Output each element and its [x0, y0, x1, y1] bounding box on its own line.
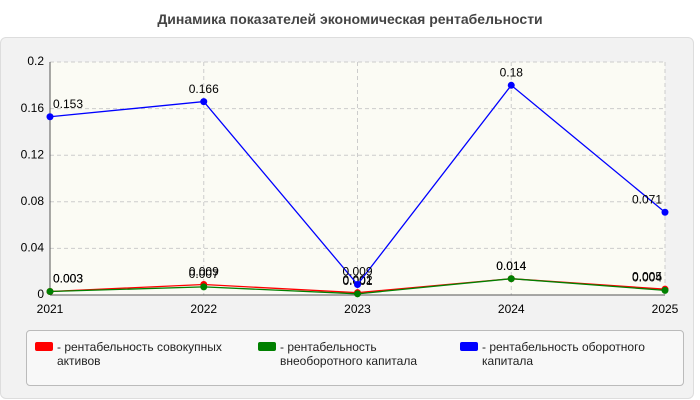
y-tick-label: 0.16: [21, 101, 45, 115]
legend-swatch: [35, 342, 53, 351]
data-label: 0.153: [53, 97, 83, 111]
data-label: 0.003: [53, 272, 83, 286]
data-label: 0.071: [632, 192, 662, 206]
data-point: [46, 288, 54, 296]
legend-label: - рентабельность внеоборотного капитала: [280, 340, 417, 368]
legend-label: - рентабельность оборотного капитала: [482, 340, 645, 368]
data-point: [507, 275, 515, 283]
y-tick-label: 0: [37, 287, 44, 301]
data-label: 0.003: [53, 272, 83, 286]
data-point: [200, 98, 208, 106]
y-tick-label: 0.12: [21, 147, 45, 161]
legend-swatch: [258, 342, 276, 351]
data-label: 0.009: [342, 265, 372, 279]
data-point: [354, 290, 361, 298]
data-label: 0.18: [500, 65, 524, 79]
data-label: 0.009: [189, 265, 219, 279]
x-tick-label: 2025: [652, 302, 679, 316]
x-tick-label: 2023: [344, 302, 371, 316]
x-tick-label: 2021: [37, 302, 64, 316]
data-label: 0.014: [496, 259, 526, 273]
data-point: [200, 283, 208, 291]
legend: - рентабельность совокупных активов - рен…: [26, 330, 684, 386]
y-tick-label: 0.2: [27, 54, 44, 68]
data-label: 0.014: [496, 259, 526, 273]
data-point: [46, 113, 54, 121]
data-point: [661, 286, 669, 294]
data-label: 0.004: [632, 271, 662, 285]
legend-swatch: [460, 342, 478, 351]
y-tick-label: 0.08: [21, 194, 45, 208]
data-point: [354, 281, 361, 289]
data-label: 0.166: [189, 82, 219, 96]
x-tick-label: 2022: [190, 302, 217, 316]
data-label: 0.007: [189, 267, 219, 281]
legend-label: - рентабельность совокупных активов: [57, 340, 222, 368]
data-point: [507, 81, 515, 89]
chart-title: Динамика показателей экономическая рента…: [157, 11, 543, 27]
x-tick-label: 2024: [498, 302, 525, 316]
y-tick-label: 0.04: [21, 241, 45, 255]
data-label: 0.001: [342, 274, 372, 288]
data-label: 0.005: [632, 269, 662, 283]
data-point: [661, 208, 669, 216]
